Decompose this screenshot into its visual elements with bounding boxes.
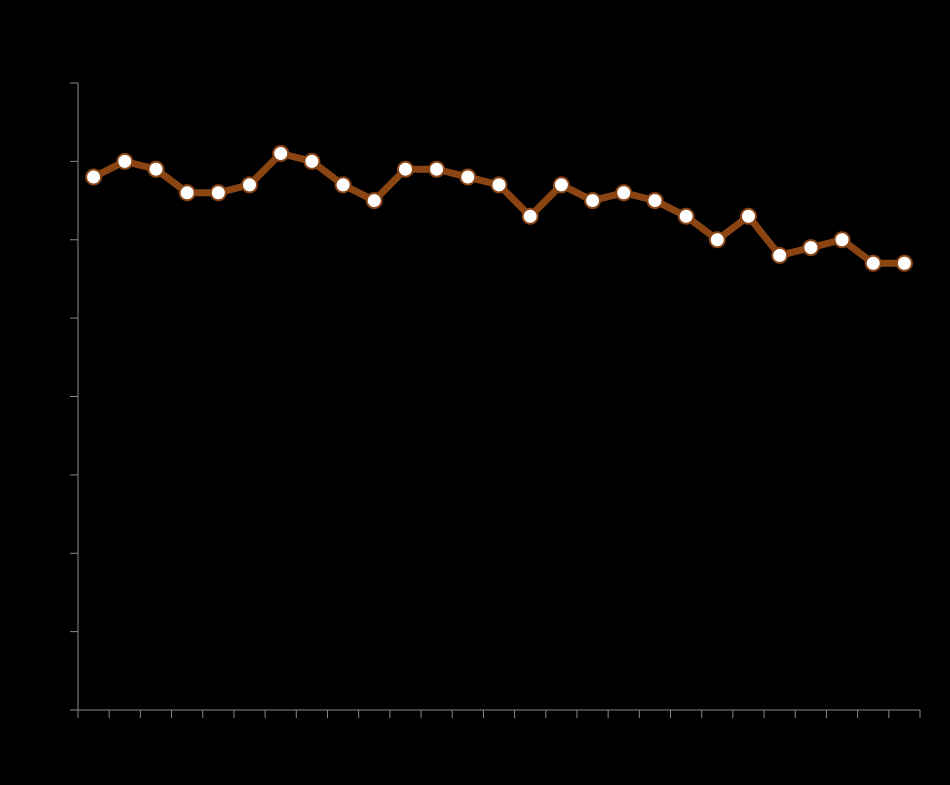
data-point — [521, 207, 539, 225]
data-point — [303, 152, 321, 170]
data-point — [739, 207, 757, 225]
data-point — [584, 192, 602, 210]
data-point — [116, 152, 134, 170]
data-point — [802, 239, 820, 257]
data-point — [396, 160, 414, 178]
data-point — [428, 160, 446, 178]
data-point — [490, 176, 508, 194]
data-point — [833, 231, 851, 249]
data-point — [85, 168, 103, 186]
data-point — [895, 254, 913, 272]
data-point — [178, 184, 196, 202]
data-point — [771, 246, 789, 264]
data-point — [365, 192, 383, 210]
data-point — [646, 192, 664, 210]
data-point — [552, 176, 570, 194]
data-point — [147, 160, 165, 178]
data-point — [615, 184, 633, 202]
data-point — [241, 176, 259, 194]
data-point — [708, 231, 726, 249]
data-point — [334, 176, 352, 194]
data-point — [459, 168, 477, 186]
data-point — [272, 145, 290, 163]
data-point — [864, 254, 882, 272]
data-point — [677, 207, 695, 225]
data-point — [209, 184, 227, 202]
